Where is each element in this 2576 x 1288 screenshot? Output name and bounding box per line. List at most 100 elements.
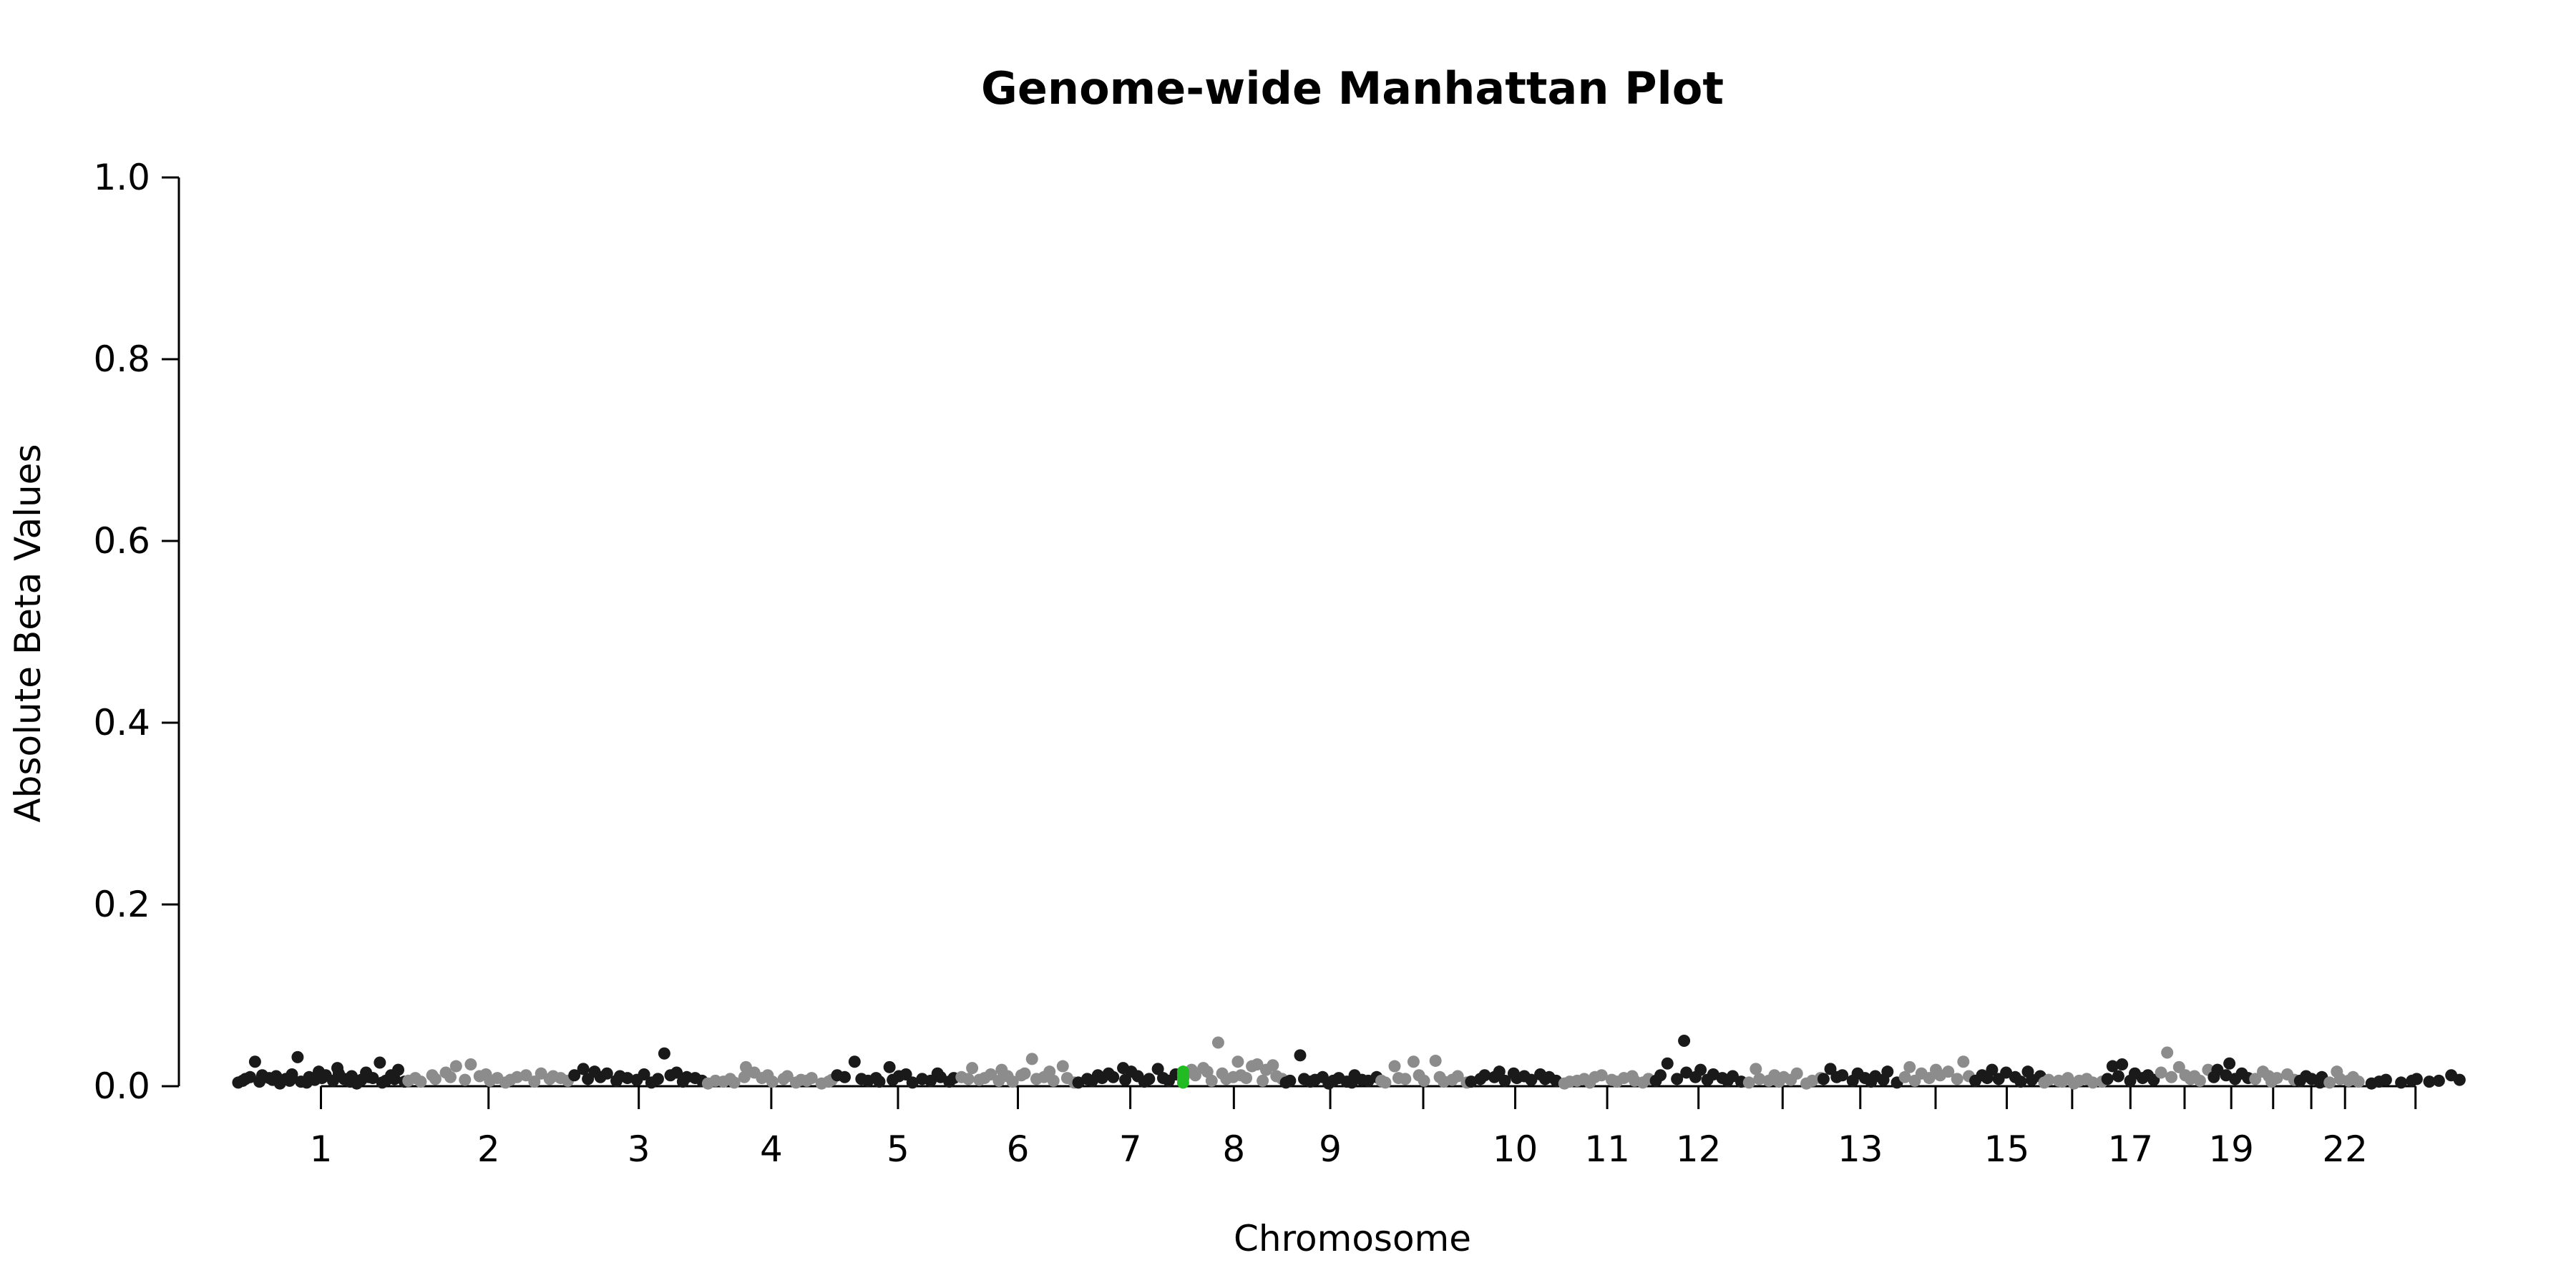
data-point — [962, 1073, 975, 1085]
x-tick-label: 2 — [477, 1128, 500, 1170]
data-point — [568, 1069, 581, 1082]
data-point — [1284, 1074, 1297, 1087]
data-point — [1478, 1069, 1491, 1082]
data-point — [1018, 1067, 1031, 1080]
x-tick-label: 3 — [628, 1128, 650, 1170]
data-point — [1025, 1053, 1038, 1065]
data-point — [444, 1070, 457, 1083]
data-point — [1143, 1073, 1156, 1085]
data-point — [1407, 1055, 1420, 1068]
x-tick-label: 7 — [1119, 1128, 1142, 1170]
data-point — [1694, 1063, 1707, 1076]
data-point — [1201, 1065, 1214, 1078]
x-tick-label: 13 — [1838, 1128, 1883, 1170]
data-point — [1898, 1070, 1911, 1083]
data-point — [906, 1076, 919, 1089]
data-point — [1205, 1074, 1218, 1087]
data-point — [286, 1068, 298, 1080]
y-tick-label: 0.6 — [93, 520, 150, 562]
data-point — [291, 1050, 304, 1063]
data-point — [1498, 1074, 1511, 1087]
data-point — [873, 1075, 886, 1088]
data-point — [1654, 1069, 1667, 1082]
data-point — [1006, 1075, 1019, 1088]
data-point — [2193, 1074, 2206, 1087]
data-point — [1951, 1073, 1963, 1085]
data-point — [738, 1070, 751, 1083]
data-point — [2116, 1058, 2129, 1071]
data-point — [1240, 1072, 1253, 1085]
data-point — [1379, 1076, 1392, 1089]
data-point — [449, 1060, 462, 1073]
data-point — [2042, 1073, 2055, 1086]
data-point — [1231, 1055, 1244, 1068]
data-point — [1211, 1036, 1224, 1049]
x-tick-label: 5 — [887, 1128, 909, 1170]
data-point — [248, 1055, 261, 1068]
data-point — [2453, 1073, 2466, 1086]
data-point — [781, 1070, 794, 1083]
data-point — [2395, 1076, 2408, 1089]
data-point — [1465, 1075, 1478, 1088]
data-point — [670, 1066, 683, 1079]
data-point — [883, 1060, 896, 1073]
x-axis-label: Chromosome — [1234, 1218, 1471, 1259]
data-point — [2352, 1075, 2365, 1088]
data-point — [1388, 1060, 1401, 1073]
data-point — [2155, 1066, 2167, 1079]
data-point — [577, 1063, 590, 1075]
data-point — [2249, 1073, 2262, 1085]
x-tick-label: 17 — [2107, 1128, 2153, 1170]
data-point — [1753, 1073, 1766, 1085]
data-point — [1680, 1066, 1693, 1079]
data-point — [392, 1063, 405, 1076]
data-point — [1678, 1035, 1691, 1047]
data-point — [1107, 1070, 1120, 1083]
y-tick-label: 0.2 — [93, 884, 150, 925]
data-point — [1824, 1063, 1837, 1075]
data-point — [1750, 1063, 1762, 1075]
data-point — [528, 1075, 541, 1088]
data-point — [1294, 1049, 1307, 1062]
data-point — [2423, 1075, 2436, 1088]
data-point — [621, 1072, 634, 1085]
data-point — [459, 1073, 472, 1086]
data-point — [2223, 1057, 2236, 1070]
x-tick-label: 11 — [1584, 1128, 1630, 1170]
data-point — [766, 1075, 779, 1088]
data-point — [1986, 1063, 1999, 1076]
data-point — [1047, 1074, 1060, 1087]
data-point — [1790, 1067, 1803, 1080]
x-tick-label: 15 — [1984, 1128, 2030, 1170]
data-point — [2112, 1070, 2124, 1083]
data-point — [1742, 1076, 1755, 1089]
data-point — [1451, 1070, 1464, 1083]
data-point — [805, 1072, 818, 1085]
x-tick-label: 10 — [1493, 1128, 1538, 1170]
data-point — [366, 1072, 379, 1085]
data-point — [651, 1073, 664, 1085]
data-point — [638, 1068, 650, 1080]
data-point — [1429, 1054, 1442, 1067]
data-point — [2014, 1075, 2027, 1088]
data-point — [966, 1062, 979, 1075]
data-point — [1189, 1069, 1201, 1082]
x-tick-label: 6 — [1007, 1128, 1030, 1170]
data-point — [1661, 1057, 1674, 1070]
data-point — [414, 1075, 427, 1088]
data-point — [1267, 1059, 1279, 1072]
data-point — [2323, 1076, 2336, 1089]
data-point — [1493, 1065, 1506, 1078]
data-point — [1817, 1073, 1830, 1085]
data-point — [1836, 1069, 1849, 1082]
y-tick-label: 0.8 — [93, 338, 150, 380]
chart-title: Genome-wide Manhattan Plot — [981, 62, 1724, 114]
y-axis-label: Absolute Beta Values — [7, 444, 49, 823]
data-point — [429, 1073, 441, 1085]
x-tick-label: 8 — [1222, 1128, 1245, 1170]
data-point — [1671, 1073, 1684, 1085]
data-point — [1595, 1069, 1608, 1082]
data-point — [2410, 1073, 2423, 1085]
data-point — [2106, 1060, 2119, 1073]
